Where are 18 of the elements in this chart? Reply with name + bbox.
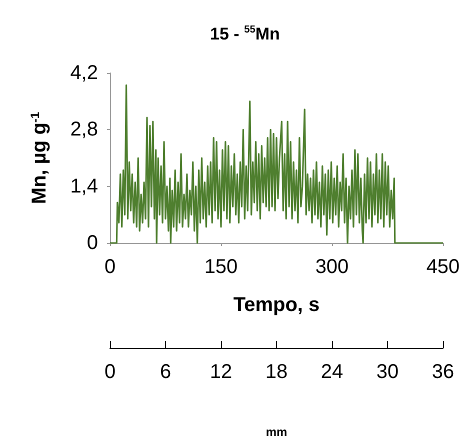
x2-tick-label: 24 [320,361,344,383]
x2-tick-label: 36 [432,361,454,383]
x-tick-label: 0 [104,256,116,278]
x2-tick-label: 0 [104,361,116,383]
x2-tick-label: 18 [265,361,288,383]
y-axis-title: Mn, µg g-1 [28,112,50,204]
y-tick-label: 4,2 [70,62,98,84]
y-tick-label: 1,4 [70,175,98,198]
x-tick-label: 150 [204,256,238,278]
y-tick-label: 2,8 [70,118,98,141]
x2-axis-title: mm [266,425,288,439]
y-tick-label: 0 [86,232,98,254]
x-tick-label: 450 [426,256,460,278]
x2-tick-label: 6 [160,361,172,383]
x2-tick-label: 30 [376,361,399,383]
x2-tick-label: 12 [210,361,232,383]
x-tick-label: 300 [315,256,349,278]
x-axis-title: Tempo, s [233,294,320,316]
